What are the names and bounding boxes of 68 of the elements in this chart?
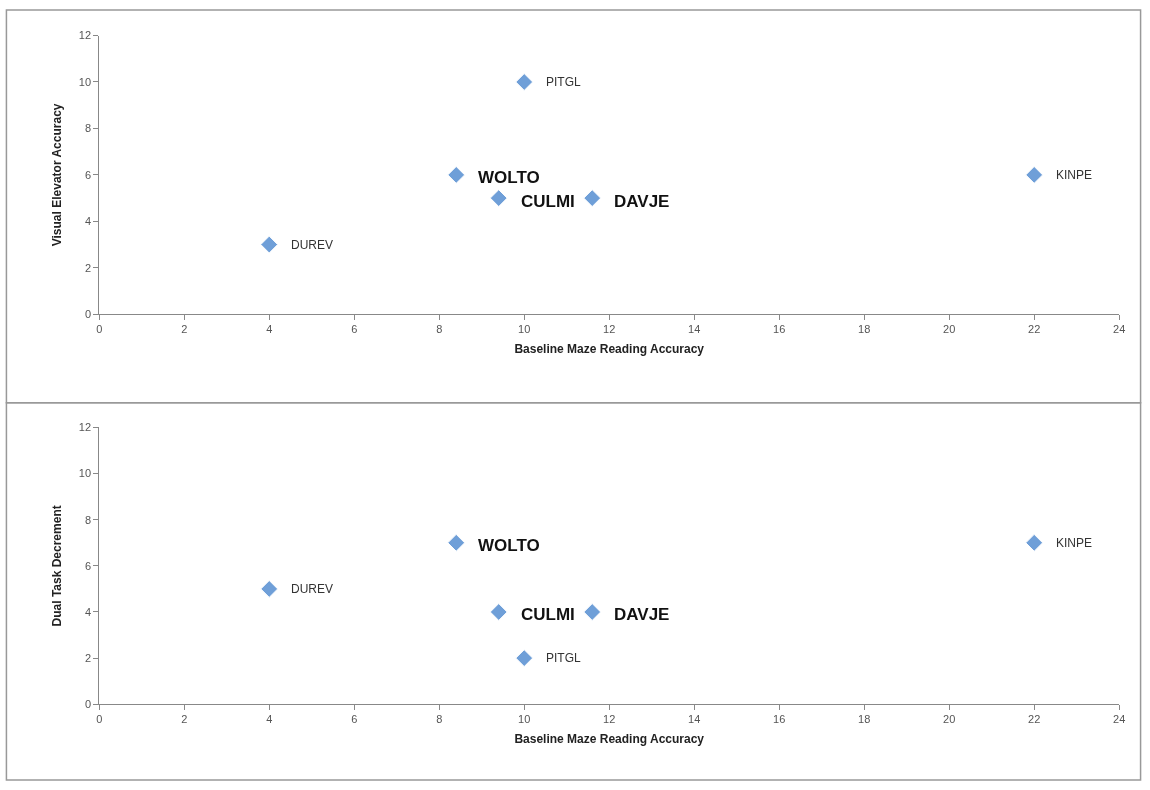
x-tick-label: 10	[518, 323, 531, 336]
annotation: WOLTO	[478, 168, 540, 187]
point	[447, 533, 466, 552]
x-tick-label: 6	[351, 323, 358, 336]
x-tick-label: 12	[603, 713, 616, 726]
point	[489, 603, 508, 621]
x-tick-label: 24	[1113, 713, 1126, 726]
x-tick-label: 14	[688, 323, 701, 336]
y-tick-label: 6	[84, 168, 92, 181]
y-axis-title: Visual Elevator Accuracy	[50, 103, 65, 247]
x-tick-label: 8	[436, 713, 443, 726]
x-tick-label: 12	[603, 323, 616, 336]
x-axis-title: Baseline Maze Reading Accuracy	[514, 342, 705, 357]
x-tick-label: 0	[96, 713, 103, 726]
annotation: CULMI	[521, 192, 575, 211]
point	[1025, 165, 1044, 184]
point	[515, 73, 534, 91]
x-tick-label: 2	[181, 323, 188, 336]
y-tick-label: 10	[78, 467, 92, 480]
y-tick-label: 4	[84, 605, 92, 618]
point	[1025, 533, 1044, 552]
annotation: WOLTO	[478, 536, 540, 555]
y-tick-label: 10	[78, 75, 92, 88]
x-tick-label: 24	[1113, 323, 1126, 336]
annotation: DUREV	[291, 238, 334, 252]
x-tick-label: 18	[858, 713, 871, 726]
point	[447, 165, 466, 184]
point	[260, 235, 279, 254]
point	[489, 189, 508, 208]
annotation: DAVJE	[614, 192, 670, 211]
annotation: CULMI	[521, 605, 575, 624]
x-tick-label: 8	[436, 323, 443, 336]
point	[260, 579, 279, 598]
x-tick-label: 16	[773, 713, 786, 726]
x-tick-label: 20	[943, 323, 956, 336]
x-tick-label: 6	[351, 713, 358, 726]
x-axis-title: Baseline Maze Reading Accuracy	[514, 732, 705, 747]
x-tick-label: 4	[266, 713, 273, 726]
annotation: PITGL	[546, 75, 581, 89]
point	[515, 649, 534, 668]
x-tick-label: 20	[943, 713, 956, 726]
x-tick-label: 14	[688, 713, 701, 726]
y-tick-label: 12	[78, 29, 92, 42]
y-tick-label: 8	[84, 513, 92, 526]
y-tick-label: 12	[78, 421, 92, 434]
annotation: DAVJE	[614, 605, 670, 624]
y-tick-label: 0	[84, 698, 92, 711]
x-tick-label: 18	[858, 323, 871, 336]
x-tick-label: 16	[773, 323, 786, 336]
annotation: KINPE	[1056, 168, 1093, 182]
annotation: DUREV	[291, 582, 334, 596]
y-tick-label: 6	[84, 559, 92, 572]
point	[583, 189, 602, 208]
y-tick-label: 8	[84, 122, 92, 135]
point	[583, 603, 602, 621]
annotation: PITGL	[546, 651, 581, 665]
x-tick-label: 2	[181, 713, 188, 726]
x-tick-label: 22	[1028, 323, 1041, 336]
x-tick-label: 10	[518, 713, 531, 726]
annotation: KINPE	[1056, 536, 1093, 550]
x-tick-label: 4	[266, 323, 273, 336]
y-tick-label: 4	[84, 215, 92, 228]
y-tick-label: 0	[84, 308, 92, 321]
x-tick-label: 0	[96, 323, 103, 336]
y-tick-label: 2	[84, 261, 92, 274]
x-tick-label: 22	[1028, 713, 1041, 726]
y-axis-title: Dual Task Decrement	[50, 505, 65, 627]
y-tick-label: 2	[84, 651, 92, 664]
